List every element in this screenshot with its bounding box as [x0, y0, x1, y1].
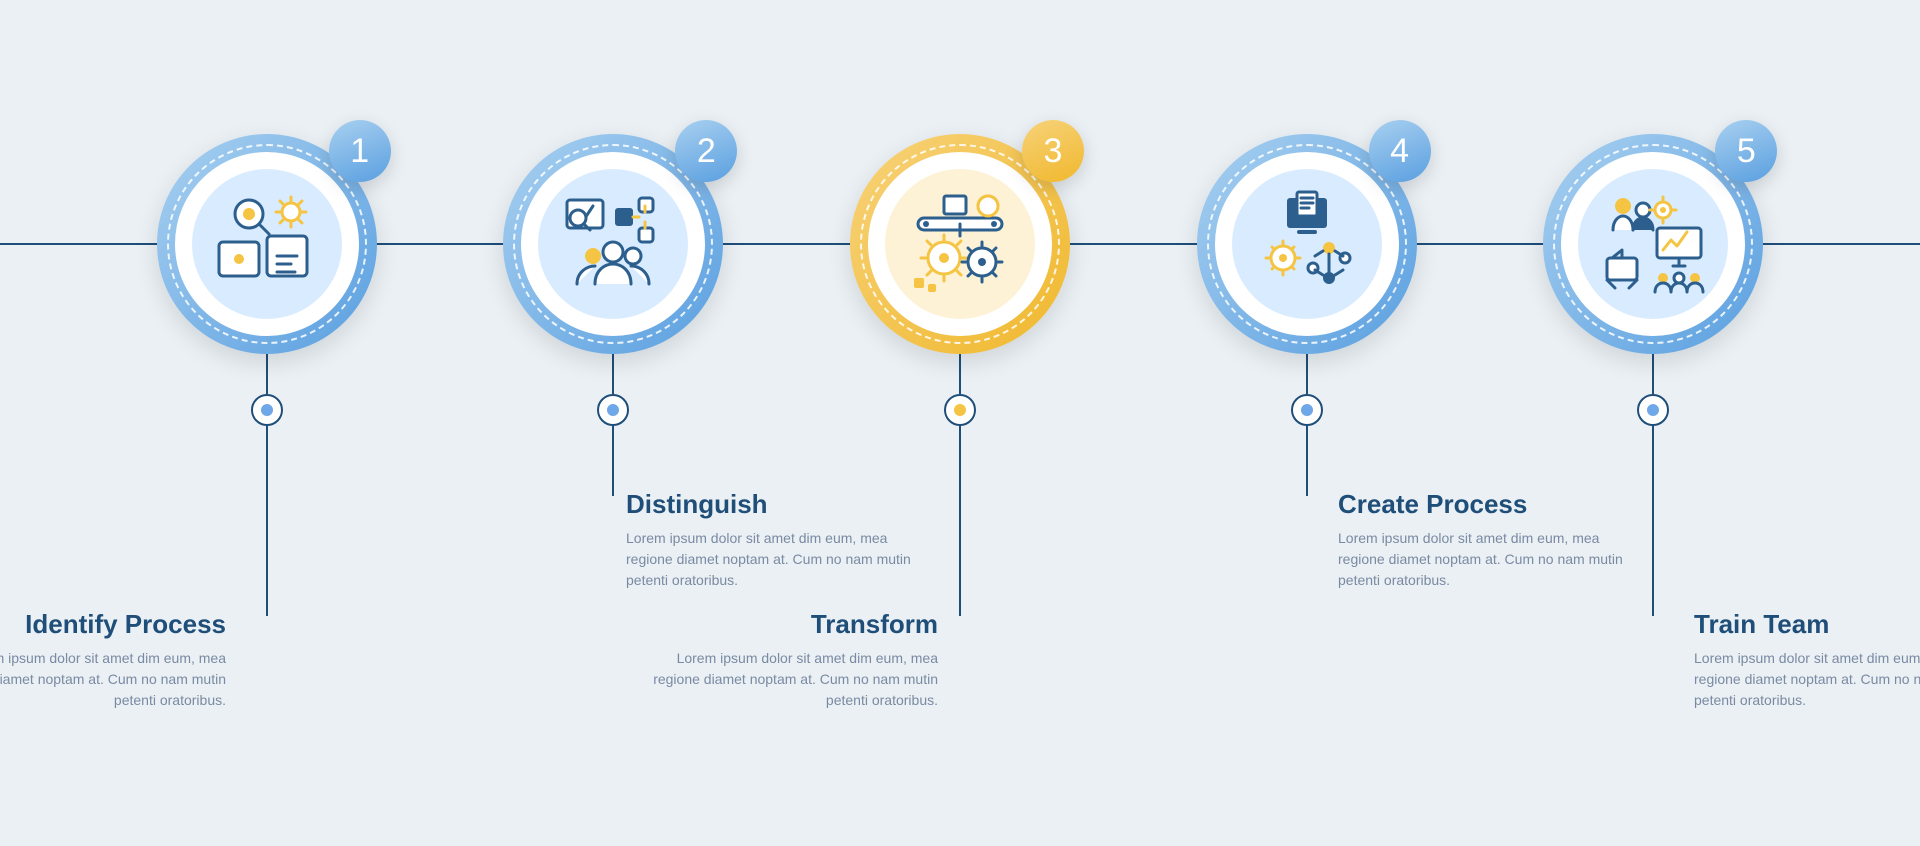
node-marker: [944, 394, 976, 426]
step-body: Lorem ipsum dolor sit amet dim eum, mea …: [0, 648, 226, 711]
step-title: Transform: [638, 610, 938, 640]
vertical-line: [612, 426, 614, 496]
step-number: 1: [350, 132, 369, 171]
node-marker: [1291, 394, 1323, 426]
inner-circle: [1215, 152, 1399, 336]
step-circle: 4: [1197, 134, 1417, 354]
step-number: 2: [697, 132, 716, 171]
connector-line: [266, 354, 268, 394]
number-badge: 5: [1715, 120, 1777, 182]
step-text-block: Train Team Lorem ipsum dolor sit amet di…: [1694, 610, 1920, 711]
step-body: Lorem ipsum dolor sit amet dim eum, mea …: [1338, 528, 1638, 591]
conveyor-gear-icon: [885, 169, 1035, 319]
node-dot: [954, 404, 966, 416]
step-text-block: Transform Lorem ipsum dolor sit amet dim…: [638, 610, 938, 711]
connector-line: [1306, 354, 1308, 394]
number-badge: 4: [1369, 120, 1431, 182]
step-1: 1: [117, 0, 417, 616]
step-number: 4: [1390, 132, 1409, 171]
step-title: Identify Process: [0, 610, 226, 640]
step-circle: 1: [157, 134, 377, 354]
node-dot: [261, 404, 273, 416]
vertical-line: [959, 426, 961, 616]
node-marker: [251, 394, 283, 426]
step-title: Distinguish: [626, 490, 926, 520]
step-circle: 3: [850, 134, 1070, 354]
vertical-line: [1652, 426, 1654, 616]
document-network-icon: [1232, 169, 1382, 319]
node-marker: [1637, 394, 1669, 426]
connector-line: [959, 354, 961, 394]
step-text-block: Identify Process Lorem ipsum dolor sit a…: [0, 610, 226, 711]
step-body: Lorem ipsum dolor sit amet dim eum, mea …: [626, 528, 926, 591]
connector-line: [612, 354, 614, 394]
connector-line: [1652, 354, 1654, 394]
number-badge: 1: [329, 120, 391, 182]
step-text-block: Distinguish Lorem ipsum dolor sit amet d…: [626, 490, 926, 591]
node-dot: [607, 404, 619, 416]
inner-circle: [521, 152, 705, 336]
vertical-line: [266, 426, 268, 616]
step-number: 3: [1044, 132, 1063, 171]
step-text-block: Create Process Lorem ipsum dolor sit ame…: [1338, 490, 1638, 591]
step-circle: 2: [503, 134, 723, 354]
number-badge: 2: [675, 120, 737, 182]
inner-circle: [1561, 152, 1745, 336]
inner-circle: [868, 152, 1052, 336]
node-dot: [1301, 404, 1313, 416]
vertical-line: [1306, 426, 1308, 496]
number-badge: 3: [1022, 120, 1084, 182]
step-title: Create Process: [1338, 490, 1638, 520]
team-workflow-icon: [538, 169, 688, 319]
step-title: Train Team: [1694, 610, 1920, 640]
step-body: Lorem ipsum dolor sit amet dim eum, mea …: [1694, 648, 1920, 711]
analysis-dashboard-icon: [192, 169, 342, 319]
step-body: Lorem ipsum dolor sit amet dim eum, mea …: [638, 648, 938, 711]
training-presentation-icon: [1578, 169, 1728, 319]
node-dot: [1647, 404, 1659, 416]
node-marker: [597, 394, 629, 426]
inner-circle: [175, 152, 359, 336]
step-circle: 5: [1543, 134, 1763, 354]
step-number: 5: [1737, 132, 1756, 171]
